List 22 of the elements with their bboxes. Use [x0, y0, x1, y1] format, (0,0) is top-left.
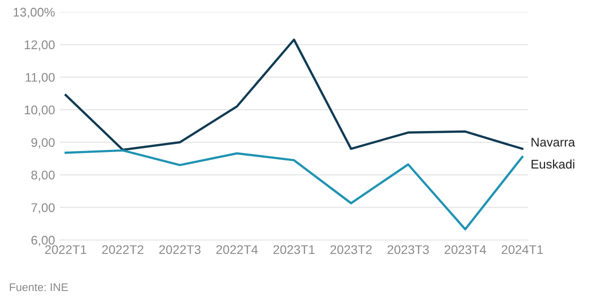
x-tick-label: 2023T2	[330, 245, 372, 254]
x-tick-label: 2023T3	[388, 245, 429, 254]
y-tick-label: 11,00	[26, 72, 55, 84]
y-tick-label: 12,00	[24, 40, 55, 51]
y-tick-label: 13,00%	[14, 8, 55, 18]
x-tick-label: 2023T4	[444, 245, 486, 254]
source-note: Fuente: INE	[10, 283, 68, 292]
series-label: Euskadi	[532, 159, 574, 169]
y-tick-label: 9,00	[31, 138, 55, 148]
x-tick-label: 2022T2	[102, 245, 144, 254]
y-tick-label: 10,00	[24, 106, 55, 116]
x-tick-label: 2023T1	[273, 245, 315, 254]
x-tick-label: 2022T4	[216, 245, 258, 254]
x-tick-label: 2024T1	[502, 245, 543, 254]
y-tick-label: 7,00	[31, 203, 55, 214]
line-series	[64, 38, 524, 151]
series-label: Navarra	[532, 138, 576, 147]
x-tick-label: 2022T1	[45, 245, 86, 254]
y-tick-label: 6,00	[31, 236, 55, 246]
line-series	[64, 149, 524, 230]
x-tick-label: 2022T3	[159, 245, 201, 254]
y-tick-label: 8,00	[31, 170, 55, 181]
